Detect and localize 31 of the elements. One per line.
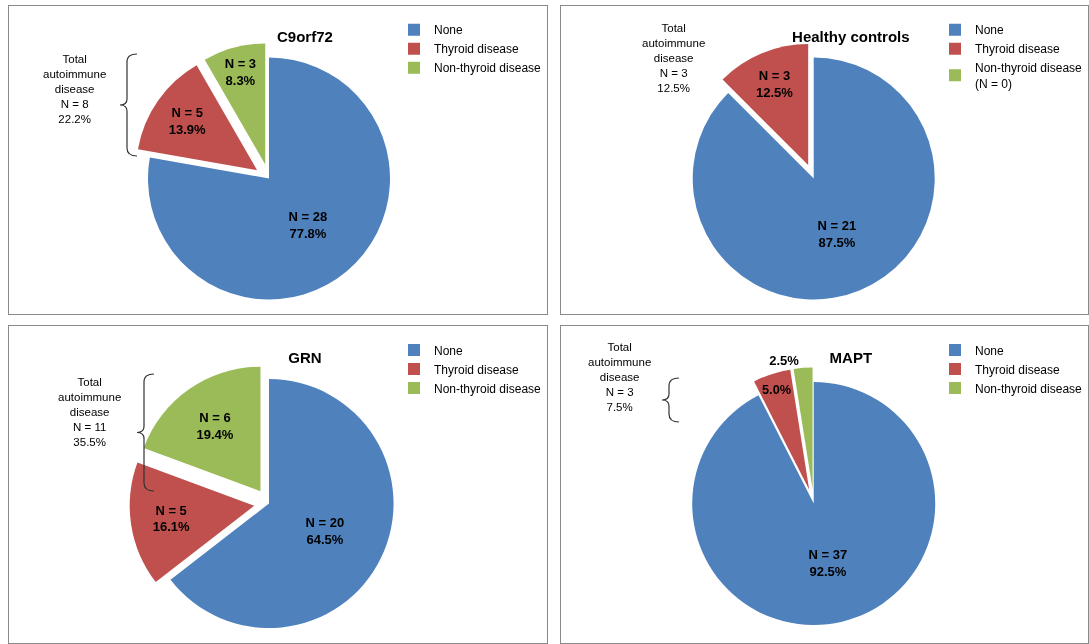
legend-label: Thyroid disease [434,42,520,57]
chart-title: C9orf72 [276,28,333,46]
legend-label: None [434,23,464,38]
data-label: N = 3 8.3% [224,55,257,88]
text: Total autoimmune disease N = 3 7.5% [588,341,652,413]
data-label: N = 6 19.4% [196,410,234,443]
chart-title: Healthy controls [792,28,910,46]
data-label: N = 5 16.1% [152,502,190,535]
legend-label: None [975,23,1005,38]
legend-label: Non-thyroid disease [434,381,542,396]
text: Total autoimmune disease N = 11 35.5% [58,376,122,448]
data-label: N = 21 87.5% [817,218,857,251]
data-label: N = 5 13.9% [168,105,207,138]
data-label: N = 20 64.5% [305,514,345,547]
data-label: N = 28 77.8% [288,208,328,241]
data-label: N = 3 12.5% [756,68,794,101]
legend-label: None [975,343,1005,358]
chart-title: GRN [288,348,322,366]
legend-label: Non-thyroid disease (N = 0) [975,61,1083,91]
text: Total autoimmune disease N = 3 12.5% [642,22,706,94]
legend-label: Non-thyroid disease [975,381,1083,396]
data-label: N = 37 92.5% [808,546,848,579]
legend-label: Thyroid disease [434,362,520,377]
data-label: 2.5% [769,352,800,368]
legend-label: Non-thyroid disease [434,61,542,76]
legend-label: Thyroid disease [975,362,1061,377]
legend-label: Thyroid disease [975,42,1061,57]
text: Total autoimmune disease N = 8 22.2% [43,53,107,125]
data-label: 5.0% [762,382,792,398]
legend-label: None [434,343,464,358]
chart-title: MAPT [829,348,873,366]
